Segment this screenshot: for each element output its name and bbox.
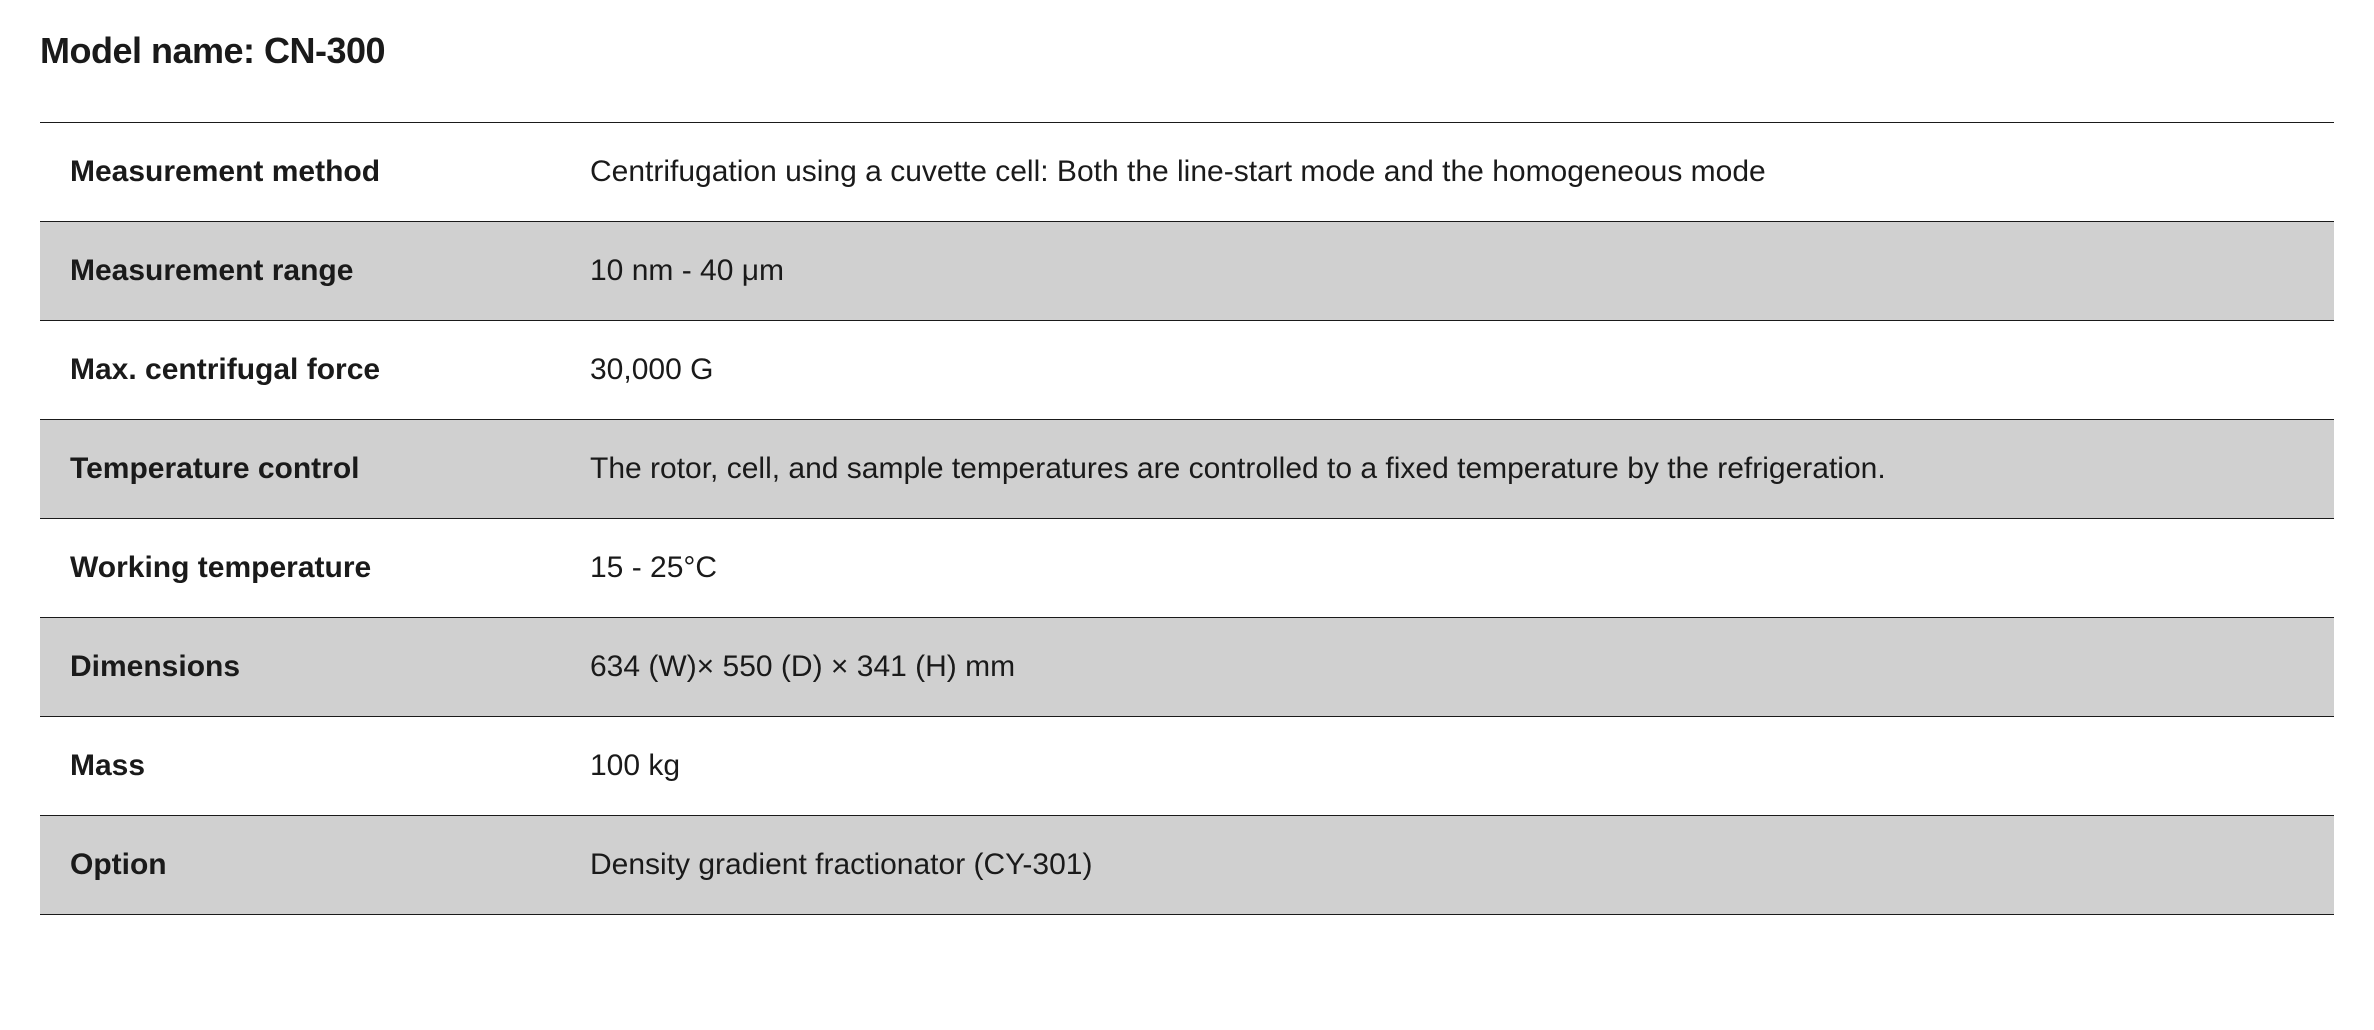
spec-value: 15 - 25°C: [560, 519, 2334, 618]
spec-label: Option: [40, 816, 560, 915]
table-row: Working temperature 15 - 25°C: [40, 519, 2334, 618]
spec-value: Centrifugation using a cuvette cell: Bot…: [560, 123, 2334, 222]
spec-value: 100 kg: [560, 717, 2334, 816]
spec-value: 10 nm - 40 μm: [560, 222, 2334, 321]
spec-label: Dimensions: [40, 618, 560, 717]
spec-table-body: Measurement method Centrifugation using …: [40, 123, 2334, 915]
spec-label: Max. centrifugal force: [40, 321, 560, 420]
spec-value: Density gradient fractionator (CY-301): [560, 816, 2334, 915]
table-row: Temperature control The rotor, cell, and…: [40, 420, 2334, 519]
spec-table: Measurement method Centrifugation using …: [40, 122, 2334, 915]
table-row: Max. centrifugal force 30,000 G: [40, 321, 2334, 420]
spec-label: Working temperature: [40, 519, 560, 618]
table-row: Option Density gradient fractionator (CY…: [40, 816, 2334, 915]
table-row: Measurement method Centrifugation using …: [40, 123, 2334, 222]
title-value: CN-300: [264, 30, 385, 71]
table-row: Dimensions 634 (W)× 550 (D) × 341 (H) mm: [40, 618, 2334, 717]
table-row: Measurement range 10 nm - 40 μm: [40, 222, 2334, 321]
spec-value: 634 (W)× 550 (D) × 341 (H) mm: [560, 618, 2334, 717]
spec-label: Measurement method: [40, 123, 560, 222]
spec-label: Temperature control: [40, 420, 560, 519]
spec-value: 30,000 G: [560, 321, 2334, 420]
spec-label: Measurement range: [40, 222, 560, 321]
page-title: Model name: CN-300: [40, 30, 2334, 72]
title-label: Model name:: [40, 30, 264, 71]
spec-value: The rotor, cell, and sample temperatures…: [560, 420, 2334, 519]
spec-label: Mass: [40, 717, 560, 816]
table-row: Mass 100 kg: [40, 717, 2334, 816]
